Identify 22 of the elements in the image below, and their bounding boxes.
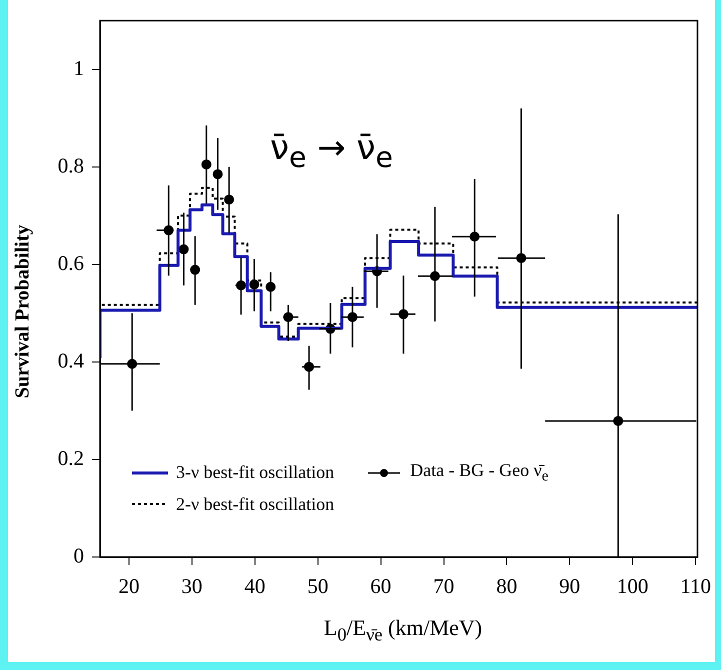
- x-tick-label: 90: [559, 574, 580, 598]
- legend-label: 2-ν best-fit oscillation: [176, 494, 334, 515]
- x-tick-label: 50: [307, 574, 328, 598]
- y-tick-label: 0: [74, 544, 84, 568]
- y-tick-label: 0.4: [58, 348, 84, 372]
- legend-label: Data - BG - Geo ν̄$_{e}$: [410, 460, 548, 486]
- y-tick-label: 0.2: [58, 446, 84, 470]
- legend-label: 3-ν best-fit oscillation: [176, 462, 334, 484]
- x-tick-label: 60: [370, 574, 392, 598]
- x-tick-label: 80: [496, 574, 518, 598]
- x-tick-label: 70: [433, 574, 454, 598]
- y-tick-label: 0.8: [58, 153, 84, 178]
- annotation: ν̄$_{e}$ → ν̄$_{e}$: [270, 128, 393, 174]
- y-tick-label: 0.6: [58, 250, 84, 275]
- x-axis-title: L$_{0}$/E$_{ν̄e}$ (km/MeV): [322, 615, 484, 646]
- x-tick-label: 110: [680, 574, 711, 598]
- x-tick-label: 30: [181, 574, 202, 598]
- y-tick-label: 1: [74, 56, 84, 80]
- x-tick-label: 40: [244, 574, 266, 598]
- x-tick-label: 20: [118, 574, 140, 598]
- x-tick-label: 100: [616, 574, 648, 598]
- y-axis-title: Survival Probability: [12, 224, 34, 400]
